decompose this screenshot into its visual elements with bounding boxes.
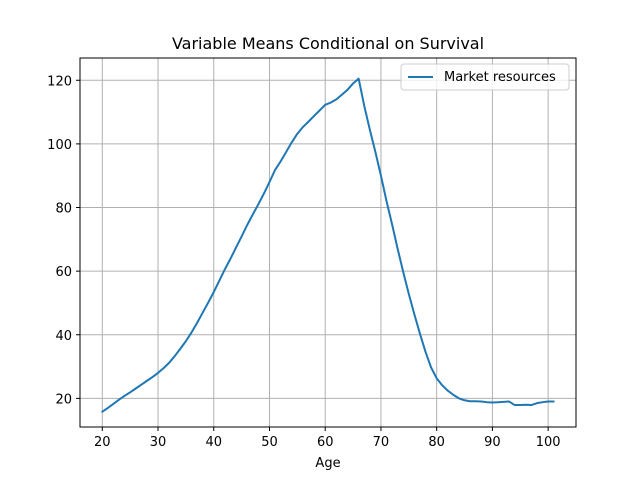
x-tick-label: 70 [373,435,390,450]
x-tick-label: 100 [536,435,561,450]
y-tick-label: 40 [55,329,72,344]
x-axis-label: Age [315,456,340,471]
x-axis-ticks: 20 30 40 50 60 70 80 90 100 [94,427,561,450]
y-tick-label: 60 [55,265,72,280]
y-tick-label: 120 [47,74,72,89]
legend-label-market-resources: Market resources [444,70,556,85]
series-line-market-resources [101,77,555,413]
series-layer [101,77,555,413]
plot-frame [79,57,577,428]
y-tick-label: 20 [55,392,72,407]
y-tick-label: 100 [47,138,72,153]
x-tick-label: 40 [205,435,222,450]
y-tick-label: 80 [55,202,72,217]
grid [80,58,576,427]
x-tick-label: 90 [484,435,501,450]
y-axis-ticks: 20 40 60 80 100 120 [47,74,80,407]
chart-title: Variable Means Conditional on Survival [172,34,484,53]
x-tick-label: 80 [428,435,445,450]
x-tick-label: 30 [150,435,167,450]
legend: Market resources [400,63,570,91]
legend-box [400,63,570,91]
x-tick-label: 50 [261,435,278,450]
x-tick-label: 60 [317,435,334,450]
x-tick-label: 20 [94,435,111,450]
